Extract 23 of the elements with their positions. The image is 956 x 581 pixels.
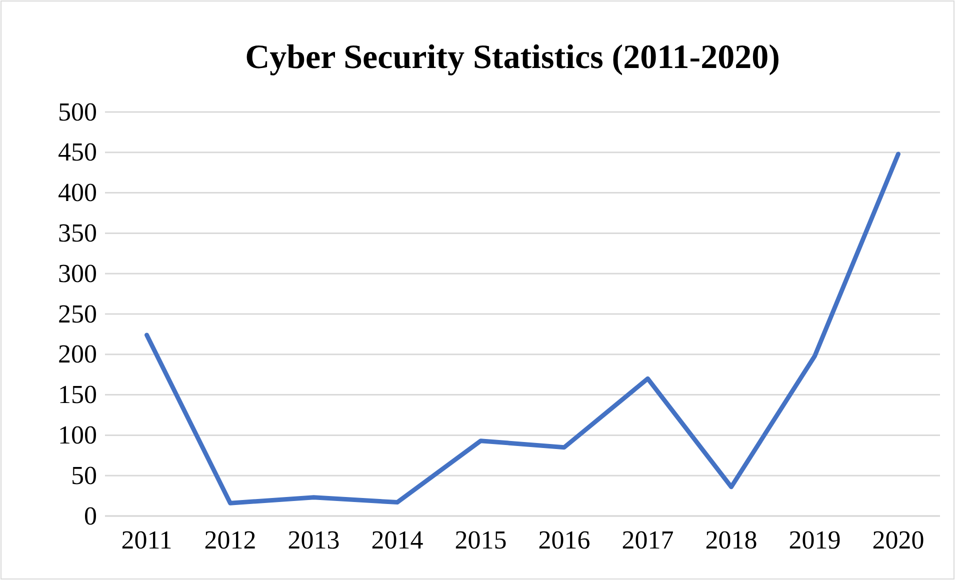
x-tick-label: 2015 [454,525,507,554]
x-tick-label: 2012 [204,525,256,554]
x-tick-label: 2013 [288,525,340,554]
y-tick-label: 50 [71,460,97,490]
y-tick-label: 500 [58,97,97,126]
line-series [144,152,900,506]
y-tick-label: 450 [58,138,97,167]
y-tick-label: 300 [58,258,97,288]
x-tick-label: 2011 [121,525,172,554]
y-tick-label: 150 [58,380,97,410]
x-tick-label: 2014 [371,525,424,554]
x-tick-label: 2019 [788,525,841,554]
y-tick-label: 400 [58,178,97,208]
y-tick-label: 350 [58,218,97,248]
x-tick-label: 2016 [538,525,590,554]
x-tick-label: 2017 [622,525,674,554]
y-tick-label: 200 [58,340,97,369]
y-tick-label: 250 [58,299,97,328]
x-tick-label: 2020 [872,525,924,554]
x-tick-label: 2018 [705,525,758,554]
y-tick-label: 0 [84,501,97,530]
chart-title: Cyber Security Statistics (2011-2020) [245,39,780,76]
y-tick-label: 100 [58,420,97,450]
